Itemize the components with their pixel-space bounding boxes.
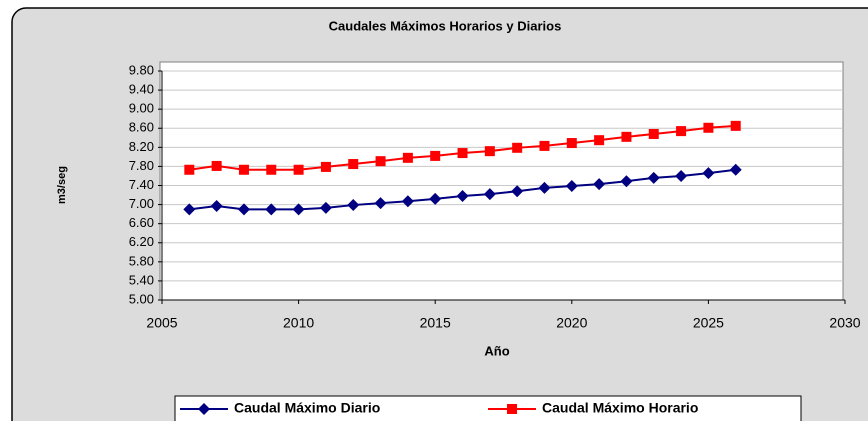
data-point [183,203,196,216]
data-point [265,203,278,216]
data-point [429,192,442,205]
y-tick-label: 6.20 [129,234,154,249]
y-tick-label: 9.80 [129,62,154,77]
plot-area [159,61,844,301]
data-point [511,185,524,198]
data-point [402,152,413,163]
y-tick-label: 7.40 [129,177,154,192]
data-point [620,175,633,188]
x-tick-label: 2020 [556,315,587,331]
x-tick-label: 2010 [283,315,314,331]
data-point [237,203,250,216]
data-point [484,146,495,157]
y-tick-label: 9.00 [129,101,154,116]
data-point [566,138,577,149]
data-point [266,164,277,175]
data-point [184,164,195,175]
data-point [512,142,523,153]
data-point [374,197,387,210]
y-axis-label: m3/seg [56,166,68,204]
y-tick-label: 9.40 [129,82,154,97]
data-point [729,163,742,176]
data-point [539,140,550,151]
data-point [211,160,222,171]
data-point [647,171,660,184]
data-point [456,189,469,202]
data-point [293,164,304,175]
y-tick-label: 8.20 [129,139,154,154]
legend-marker [198,403,210,415]
x-tick-label: 2030 [829,315,860,331]
data-point [675,169,688,182]
data-point [401,195,414,208]
x-tick-label: 2025 [693,315,724,331]
y-tick-label: 5.40 [129,272,154,287]
data-point [348,159,359,170]
y-tick-label: 6.60 [129,215,154,230]
data-point [320,161,331,172]
data-point [430,150,441,161]
data-point [210,200,223,213]
data-point [676,126,687,137]
x-axis-label: Año [484,343,509,358]
data-point [483,188,496,201]
legend-marker [507,404,517,414]
chart-title: Caudales Máximos Horarios y Diarios [329,18,562,33]
y-tick-label: 5.80 [129,253,154,268]
data-point [292,203,305,216]
data-point [594,135,605,146]
data-point [593,178,606,191]
data-point [702,167,715,180]
data-point [347,199,360,212]
data-point [538,181,551,194]
data-point [457,148,468,159]
y-tick-label: 7.00 [129,196,154,211]
legend-label: Caudal Máximo Horario [542,400,698,416]
x-tick-label: 2005 [146,315,177,331]
data-point [648,128,659,139]
data-point [703,122,714,133]
data-point [621,131,632,142]
data-point [238,164,249,175]
y-tick-label: 8.60 [129,120,154,135]
data-point [375,156,386,167]
data-point [319,201,332,214]
y-tick-label: 7.80 [129,158,154,173]
x-tick-label: 2015 [420,315,451,331]
data-point [730,120,741,131]
legend-label: Caudal Máximo Diario [234,400,380,416]
data-point [565,179,578,192]
y-tick-label: 5.00 [129,291,154,306]
